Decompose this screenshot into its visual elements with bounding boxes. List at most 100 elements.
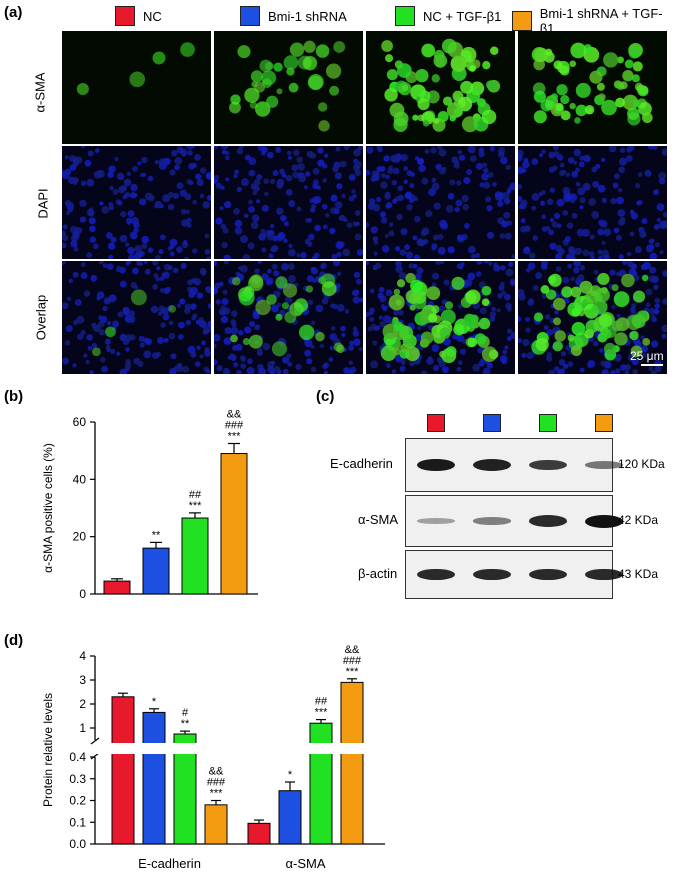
micro-overlap-1 [214,261,363,374]
row-label-overlap: Overlap [33,294,49,341]
chart-b-annotation: *** [189,500,203,512]
chart-d-y-label: Protein relative levels [41,693,55,807]
western-band [529,568,567,581]
chart-b-annotation: ** [152,529,161,541]
chart-d-bar [247,822,271,845]
chart-d-annotation: ** [181,718,190,730]
row-label-dapi: DAPI [35,188,51,219]
chart-d-annotation: && [209,766,224,778]
legend-swatch-nc [115,6,135,26]
chart-d-annotation: ### [207,777,226,789]
chart-d-annotation: * [152,696,157,708]
chart-d-y-tick-label: 0.2 [69,794,86,808]
micro-overlap-2 [366,261,515,374]
western-kda-label: 120 KDa [618,457,665,471]
western-band [529,459,567,471]
western-band [417,518,455,524]
chart-b-bar [181,517,209,595]
chart-d-y-tick-label: 4 [79,649,86,663]
western-band [473,568,511,581]
chart-d-category-label: α-SMA [285,856,325,871]
western-band [585,514,623,528]
western-band [473,517,511,525]
chart-d-axis-gap [96,743,386,754]
chart-d-bar [111,696,135,845]
micro-dapi-3 [518,146,667,259]
western-blot-bactin [405,550,623,599]
western-blot-ecadherin [405,438,623,492]
chart-d-y-tick-label: 0.3 [69,772,86,786]
chart-d-bar [340,681,364,845]
chart-b-annotation: && [227,409,242,421]
chart-b-annotation: ### [225,420,244,432]
micro-asma-3 [518,31,667,144]
chart-d-bar [173,733,197,845]
legend-label-bmi1: Bmi-1 shRNA [268,8,347,24]
western-row-label: E-cadherin [330,456,393,471]
chart-b-y-tick-label: 40 [73,472,87,486]
western-lane-marker [539,414,557,432]
panel-label-d: (d) [4,632,24,649]
chart-d-annotation: * [288,769,293,781]
western-row-label: α-SMA [358,512,399,527]
micro-dapi-2 [366,146,515,259]
western-band [473,458,511,472]
chart-d-y-tick-label: 0.4 [69,750,86,764]
chart-d-annotation: *** [315,707,329,719]
western-band [417,568,455,581]
western-lane-marker [427,414,445,432]
western-band [585,461,623,469]
chart-d-bar [278,790,302,845]
row-label-asma: α-SMA [32,72,48,113]
chart-d-y-tick-label: 0.1 [69,815,86,829]
western-band [417,458,455,472]
micro-asma-0 [62,31,211,144]
chart-d-bar [204,804,228,845]
chart-d-annotation: *** [346,666,360,678]
legend-swatch-bmi1 [240,6,260,26]
chart-d-y-tick-label: 0.0 [69,837,86,851]
western-kda-label: 43 KDa [618,566,659,581]
panel-label-b: (b) [4,388,24,405]
chart-b-bar [142,547,170,595]
chart-b-y-tick-label: 20 [73,530,87,544]
micro-dapi-1 [214,146,363,259]
chart-d-protein-levels: 1 2 3 4 0.0 0.1 0.2 0.3 0.4 Protein relative leve… [41,644,386,871]
chart-d-annotation: *** [210,788,224,800]
legend-label-nc: NC [143,8,162,24]
chart-d-annotation: # [182,707,189,719]
chart-b-y-tick-label: 60 [73,415,87,429]
chart-d-bar [309,722,333,845]
chart-d-y-tick-label: 1 [79,721,86,735]
chart-d-annotation: ### [343,655,362,667]
scale-bar [641,364,663,366]
western-band [585,568,623,581]
western-kda-label: 42 KDa [618,513,659,527]
micro-dapi-0 [62,146,211,259]
micro-asma-2 [366,31,515,144]
western-blot-asma [405,495,623,547]
chart-b-y-tick-label: 0 [79,587,86,601]
chart-b-annotation: *** [228,431,242,443]
western-row-label: β-actin [358,565,398,581]
legend-item-nc: NC [115,6,162,26]
micro-asma-1 [214,31,363,144]
scale-bar-label: 25 μm [630,349,664,363]
chart-d-category-label: E-cadherin [138,856,201,871]
chart-b-bar [103,580,131,595]
legend-item-bmi1-tgf: Bmi-1 shRNA + TGF-β1 [512,6,675,36]
western-lane-marker [483,414,501,432]
panel-label-c: (c) [316,388,335,405]
legend-swatch-nc-tgf [395,6,415,26]
chart-d-bar [142,711,166,845]
chart-d-y-tick-label: 3 [79,673,86,687]
legend-item-nc-tgf: NC + TGF-β1 [395,6,501,26]
chart-b-annotation: ## [189,489,202,501]
western-band [529,515,567,527]
chart-d-y-tick-label: 2 [79,697,86,711]
chart-d-annotation: && [345,644,360,656]
legend-item-bmi1: Bmi-1 shRNA [240,6,347,26]
micro-overlap-3 [518,261,667,374]
panel-label-a: (a) [4,4,23,21]
